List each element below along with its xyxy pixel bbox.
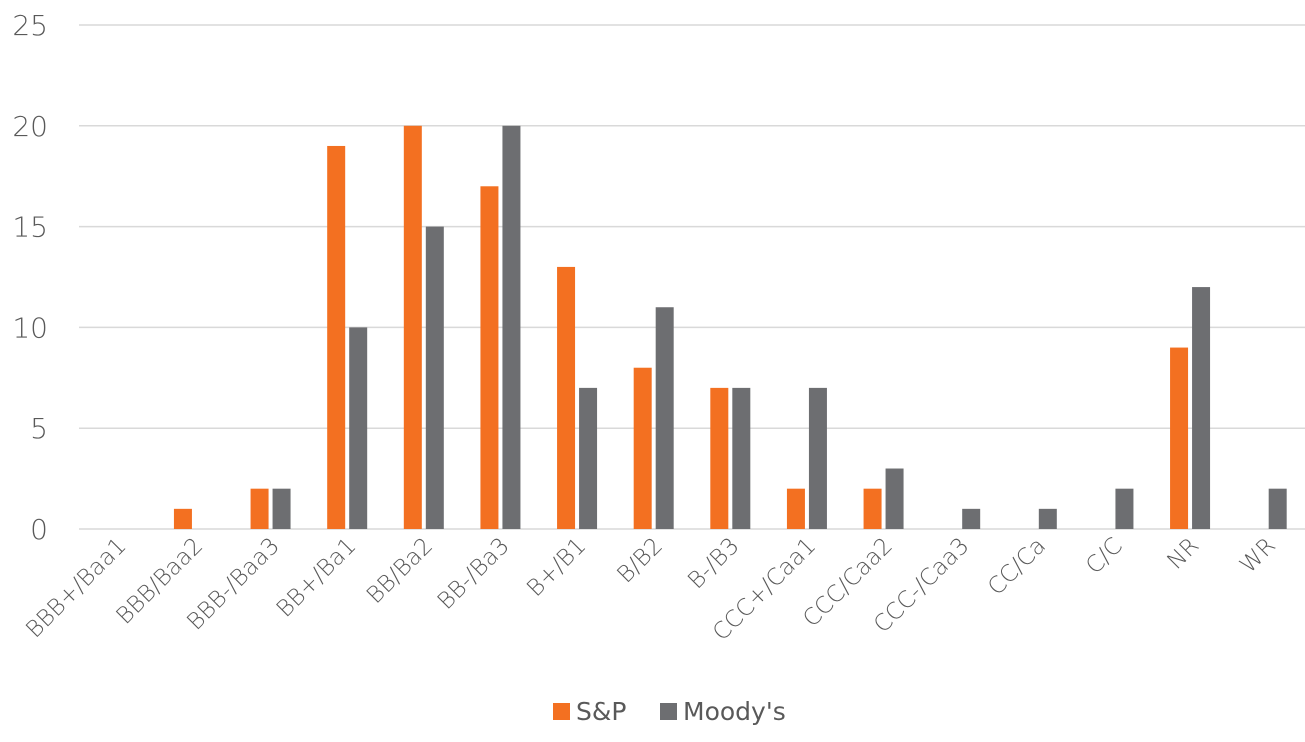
bar-sp [557, 266, 576, 529]
x-tick-label: BB-/Ba3 [433, 533, 515, 615]
bar-moodys [655, 307, 674, 529]
bar-moodys [425, 226, 444, 529]
x-tick-label: BB+/Ba1 [272, 533, 362, 623]
legend-swatch-moodys [660, 703, 677, 720]
bar-sp [786, 488, 805, 529]
bar-moodys [885, 468, 904, 529]
x-tick-label: B-/B3 [683, 533, 744, 594]
bar-sp [403, 125, 422, 530]
bar-sp [1170, 347, 1189, 529]
y-tick-label: 25 [12, 9, 48, 42]
y-axis-ticks: 0 5 10 15 20 25 [12, 9, 48, 546]
x-tick-label: B/B2 [612, 533, 668, 589]
bar-moodys [1192, 287, 1211, 529]
bar-moodys [732, 387, 751, 529]
y-tick-label: 10 [12, 311, 48, 344]
x-tick-label: B+/B1 [522, 533, 591, 602]
bar-sp [327, 145, 346, 529]
bar-sp [633, 367, 652, 529]
legend-swatch-sp [553, 703, 570, 720]
gridlines [79, 24, 1305, 530]
bar-sp [250, 488, 269, 529]
x-tick-label: CC/Ca [983, 533, 1051, 601]
bar-sp [480, 186, 499, 529]
y-tick-label: 0 [30, 513, 48, 546]
bar-sp [863, 488, 882, 529]
x-tick-label: C/C [1081, 533, 1128, 580]
bar-moodys [502, 125, 521, 530]
legend-label-sp: S&P [576, 697, 626, 726]
bar-moodys [808, 387, 827, 529]
bars [173, 125, 1287, 530]
legend: S&P Moody's [553, 697, 786, 726]
bar-moodys [1115, 488, 1134, 529]
bar-moodys [962, 508, 981, 529]
x-tick-label: NR [1162, 533, 1204, 575]
bar-sp [710, 387, 729, 529]
y-tick-label: 5 [30, 412, 48, 445]
x-tick-label: WR [1235, 533, 1281, 579]
y-tick-label: 15 [12, 211, 48, 244]
legend-label-moodys: Moody's [683, 697, 786, 726]
bar-moodys [1268, 488, 1287, 529]
y-tick-label: 20 [12, 110, 48, 143]
x-tick-label: BB/Ba2 [362, 533, 438, 609]
bar-moodys [349, 327, 368, 529]
bar-moodys [272, 488, 291, 529]
bar-sp [173, 508, 192, 529]
bar-moodys [579, 387, 598, 529]
bar-moodys [1038, 508, 1057, 529]
x-tick-label: BBB+/Baa1 [21, 533, 131, 643]
